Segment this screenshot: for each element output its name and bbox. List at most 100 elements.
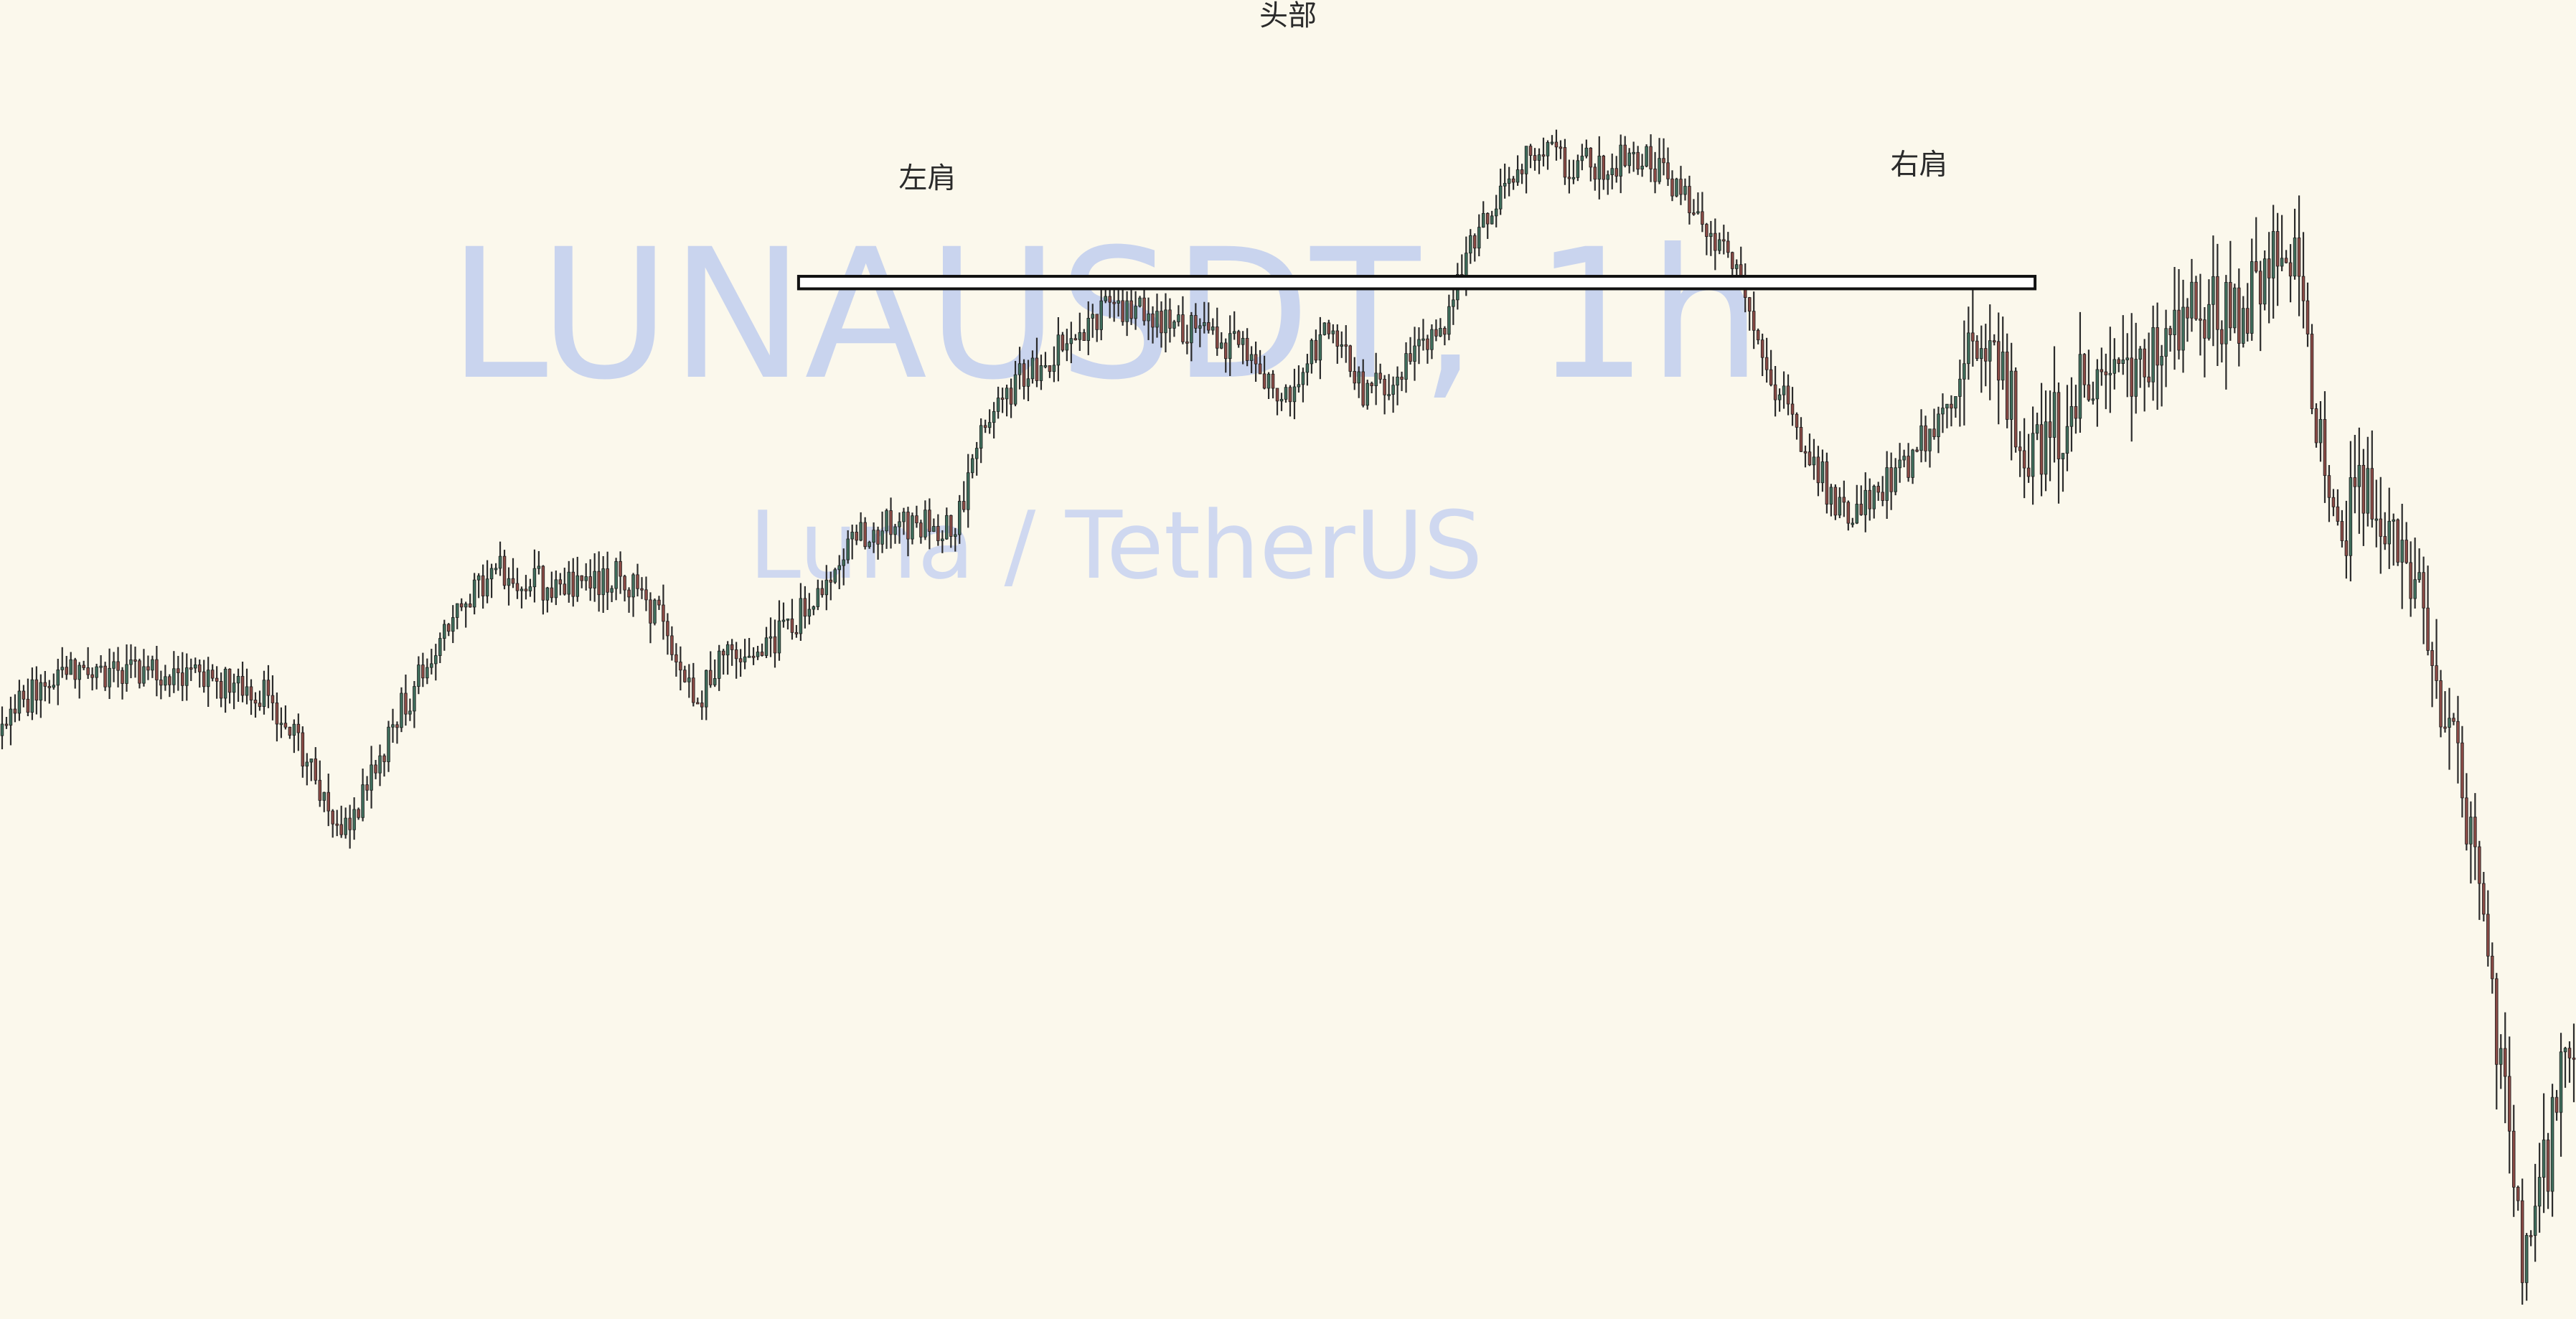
- candle-body: [2374, 518, 2379, 521]
- candle-body: [1520, 169, 1524, 174]
- candle-body: [2194, 281, 2198, 319]
- candle-body: [1069, 338, 1073, 344]
- candle-body: [9, 708, 13, 726]
- candle-body: [1653, 169, 1657, 182]
- candle-body: [1541, 154, 1546, 157]
- candle-body: [82, 665, 85, 668]
- candle-body: [1288, 387, 1292, 403]
- candle-body: [2233, 287, 2237, 329]
- candle-body: [1571, 177, 1576, 179]
- candle-body: [588, 576, 592, 588]
- candle-body: [2357, 464, 2361, 487]
- candle-body: [2069, 405, 2074, 427]
- candle-body: [1950, 403, 1953, 409]
- candle-body: [1383, 378, 1386, 395]
- candle-body: [721, 650, 725, 656]
- candle-body: [1688, 186, 1691, 214]
- head-label: 头部: [1259, 0, 1317, 32]
- candle-body: [2237, 287, 2241, 344]
- candle-body: [1318, 334, 1322, 361]
- candle-body: [1365, 382, 1369, 406]
- candle-body: [2087, 384, 2091, 400]
- candle-body: [558, 579, 563, 585]
- candle-body: [575, 575, 580, 597]
- candle-body: [743, 656, 747, 662]
- candle-body: [2524, 1235, 2529, 1283]
- candle-body: [1194, 315, 1198, 329]
- candle-body: [365, 784, 369, 791]
- left-shoulder-label: 左肩: [898, 161, 956, 194]
- candle-body: [644, 589, 648, 601]
- candle-body: [125, 664, 128, 684]
- candle-body: [489, 568, 494, 580]
- candle-body: [232, 682, 236, 693]
- candle-body: [2104, 371, 2108, 375]
- candle-body: [1584, 147, 1589, 156]
- candle-body: [322, 792, 326, 801]
- candle-body: [2327, 475, 2331, 498]
- candle-body: [417, 665, 420, 687]
- candle-body: [936, 525, 940, 541]
- candle-body: [1511, 178, 1515, 183]
- candle-body: [1563, 147, 1567, 178]
- candle-body: [1039, 365, 1043, 381]
- candle-body: [438, 638, 442, 656]
- candle-body: [2280, 258, 2284, 267]
- candle-body: [966, 472, 970, 510]
- candle-body: [90, 674, 94, 678]
- candle-body: [1220, 342, 1223, 349]
- candle-body: [39, 682, 43, 701]
- candle-body: [1602, 156, 1606, 180]
- candle-body: [1022, 363, 1026, 387]
- candle-body: [464, 604, 468, 608]
- candle-body: [1838, 497, 1842, 516]
- candle-body: [2275, 231, 2280, 267]
- candle-body: [1726, 240, 1730, 253]
- candle-body: [1185, 341, 1189, 344]
- candle-body: [1091, 314, 1095, 319]
- candle-body: [1790, 403, 1795, 415]
- candle-body: [476, 575, 481, 581]
- candle-body: [1885, 467, 1889, 501]
- candle-body: [451, 617, 455, 632]
- candle-body: [545, 587, 550, 601]
- candle-body: [623, 576, 626, 591]
- candle-body: [1816, 456, 1820, 484]
- candle-body: [227, 668, 232, 693]
- candle-body: [361, 784, 365, 818]
- candle-body: [26, 698, 30, 713]
- candle-body: [1907, 456, 1910, 478]
- candle-body: [2465, 797, 2468, 845]
- candle-body: [1052, 365, 1056, 372]
- candle-body: [2426, 607, 2430, 651]
- candle-body: [1756, 329, 1760, 341]
- candle-body: [1284, 387, 1288, 400]
- candle-body: [2009, 370, 2013, 420]
- candle-body: [614, 560, 618, 589]
- candle-body: [1452, 299, 1455, 307]
- candle-body: [1357, 371, 1360, 384]
- candle-body: [2331, 497, 2336, 507]
- candle-body: [2443, 726, 2447, 729]
- candle-body: [1894, 467, 1897, 492]
- candle-body: [932, 525, 936, 532]
- candle-body: [2546, 1140, 2550, 1192]
- candle-body: [331, 810, 334, 825]
- candle-body: [1829, 487, 1833, 505]
- candle-body: [1439, 328, 1442, 337]
- candle-body: [2052, 392, 2056, 438]
- candle-body: [1722, 239, 1726, 242]
- candle-body: [1503, 183, 1507, 187]
- candle-body: [987, 422, 992, 428]
- neckline-box[interactable]: [796, 275, 2037, 291]
- candle-body: [1485, 212, 1490, 225]
- candle-body: [2134, 359, 2138, 397]
- candle-body: [2005, 352, 2009, 420]
- candle-body: [1954, 396, 1957, 409]
- candle-body: [1443, 328, 1447, 335]
- candle-body: [352, 809, 356, 830]
- candle-body: [459, 603, 464, 608]
- candle-body: [309, 759, 314, 763]
